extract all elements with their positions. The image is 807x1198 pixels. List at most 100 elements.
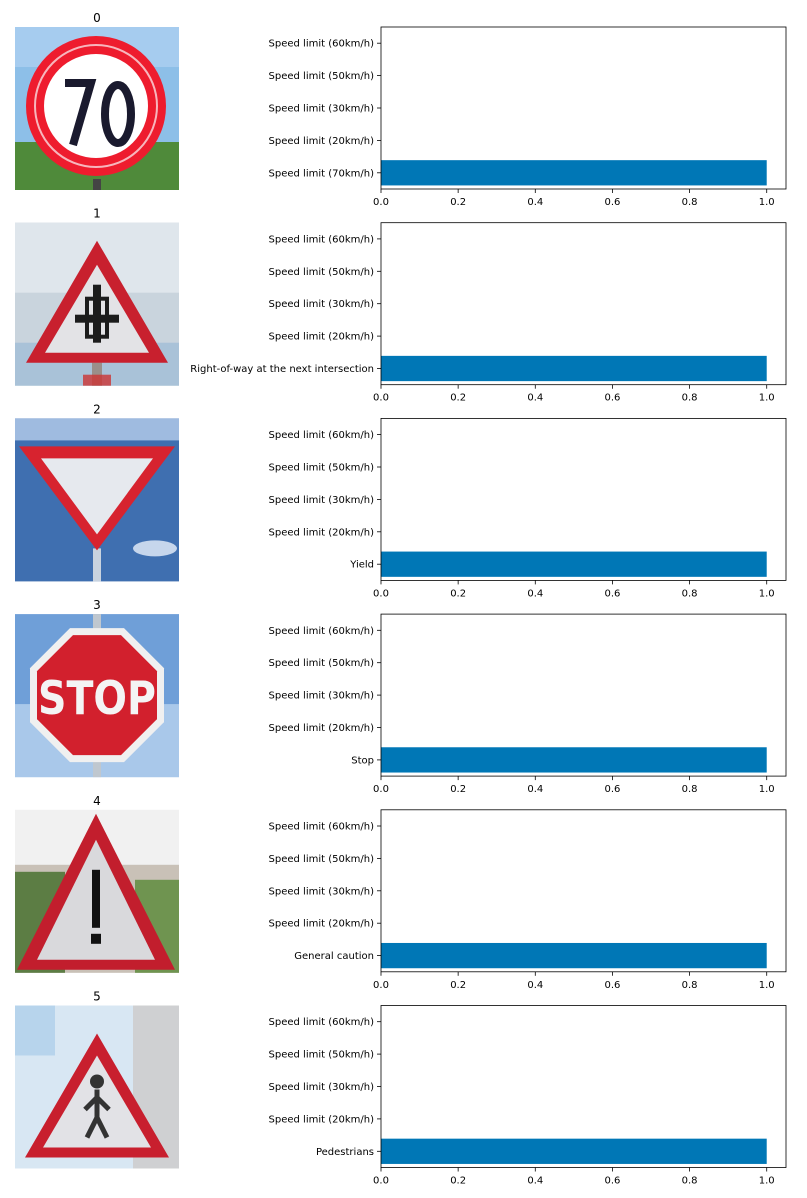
x-tick-label: 0.2 bbox=[450, 197, 466, 208]
x-tick-label: 0.8 bbox=[682, 197, 698, 208]
digit-seven-glyph bbox=[65, 79, 97, 147]
y-tick-label: Yield bbox=[349, 560, 374, 571]
prediction-row: 5 Pedestrians Speed limit (20km/h) Speed li… bbox=[15, 990, 787, 1187]
y-tick-label: Speed limit (70km/h) bbox=[269, 168, 375, 179]
y-tick-label: Speed limit (30km/h) bbox=[269, 691, 375, 702]
x-tick-label: 0.2 bbox=[450, 1176, 466, 1187]
y-tick-label: Speed limit (60km/h) bbox=[269, 430, 375, 441]
axes-frame bbox=[380, 417, 787, 581]
pedestrian-symbol bbox=[90, 1074, 104, 1089]
x-tick-label: 0.6 bbox=[604, 1176, 620, 1187]
speed-limit-70-sign-image bbox=[15, 27, 179, 190]
x-tick-label: 0.0 bbox=[373, 393, 389, 404]
y-tick-label: Speed limit (30km/h) bbox=[269, 886, 375, 897]
y-tick-label: Speed limit (30km/h) bbox=[269, 299, 375, 310]
y-tick-label: Speed limit (20km/h) bbox=[269, 527, 375, 538]
y-tick-label: Speed limit (60km/h) bbox=[269, 39, 375, 50]
x-tick-label: 0.4 bbox=[527, 1176, 543, 1187]
bar bbox=[381, 1138, 767, 1164]
prediction-row: 1 Right-of-way at the next intersection Sp… bbox=[15, 207, 787, 404]
prediction-row: 2 Yield Speed limit (20km/h) Speed limit (3… bbox=[15, 402, 787, 599]
x-tick-label: 0.6 bbox=[604, 980, 620, 991]
y-tick-label: Speed limit (20km/h) bbox=[269, 332, 375, 343]
prediction-row: 3 STOP Stop Speed limit (20km/h) Speed limit… bbox=[15, 598, 787, 795]
x-tick-label: 0.4 bbox=[527, 588, 543, 599]
y-tick-label: Speed limit (30km/h) bbox=[269, 104, 375, 115]
image-title: 3 bbox=[93, 598, 101, 612]
x-tick-label: 0.6 bbox=[604, 784, 620, 795]
x-tick-label: 0.2 bbox=[450, 784, 466, 795]
bar bbox=[381, 551, 767, 577]
probability-bar-chart: Stop Speed limit (20km/h) Speed limit (30k… bbox=[269, 613, 787, 795]
axes-frame bbox=[380, 809, 787, 973]
y-tick-label: Speed limit (60km/h) bbox=[269, 1017, 375, 1028]
y-tick-label: Right-of-way at the next intersection bbox=[190, 364, 374, 375]
right-of-way-intersection-sign-image bbox=[15, 222, 179, 386]
probability-bar-chart: Right-of-way at the next intersection Spe… bbox=[190, 222, 787, 404]
probability-bar-chart: Pedestrians Speed limit (20km/h) Speed lim… bbox=[269, 1005, 787, 1187]
x-tick-label: 0.2 bbox=[450, 588, 466, 599]
bar bbox=[381, 355, 767, 382]
y-tick-label: Speed limit (50km/h) bbox=[269, 1050, 375, 1061]
x-tick-label: 0.8 bbox=[682, 980, 698, 991]
prediction-row: 4 General caution Speed limit (20km/h) Spee… bbox=[15, 794, 787, 991]
bar bbox=[381, 747, 767, 773]
y-tick-label: Speed limit (20km/h) bbox=[269, 919, 375, 930]
intersection-symbol bbox=[93, 284, 101, 343]
probability-bar-chart: Yield Speed limit (20km/h) Speed limit (30… bbox=[269, 417, 787, 599]
image-title: 1 bbox=[93, 207, 101, 221]
x-tick-label: 1.0 bbox=[759, 784, 775, 795]
x-tick-label: 0.6 bbox=[604, 588, 620, 599]
x-tick-label: 0.4 bbox=[527, 197, 543, 208]
y-tick-label: Speed limit (30km/h) bbox=[269, 495, 375, 506]
y-tick-label: Speed limit (20km/h) bbox=[269, 1114, 375, 1125]
x-tick-label: 1.0 bbox=[759, 588, 775, 599]
x-tick-label: 0.0 bbox=[373, 1176, 389, 1187]
y-tick-label: Speed limit (30km/h) bbox=[269, 1082, 375, 1093]
stop-sign-text: STOP bbox=[38, 671, 156, 725]
pedestrians-sign-image bbox=[15, 1005, 179, 1169]
y-tick-label: Speed limit (20km/h) bbox=[269, 723, 375, 734]
x-tick-label: 1.0 bbox=[759, 980, 775, 991]
image-title: 2 bbox=[93, 402, 101, 416]
y-tick-label: Speed limit (60km/h) bbox=[269, 822, 375, 833]
y-tick-label: Stop bbox=[351, 755, 374, 766]
y-tick-label: Speed limit (50km/h) bbox=[269, 854, 375, 865]
axes-frame bbox=[380, 26, 787, 190]
x-tick-label: 0.0 bbox=[373, 784, 389, 795]
x-tick-label: 0.4 bbox=[527, 393, 543, 404]
x-tick-label: 0.8 bbox=[682, 393, 698, 404]
x-tick-label: 0.6 bbox=[604, 393, 620, 404]
x-tick-label: 0.2 bbox=[450, 393, 466, 404]
stop-sign-image: STOP bbox=[15, 614, 179, 778]
x-tick-label: 0.4 bbox=[527, 784, 543, 795]
prediction-row: 0 Speed limit (70km/h) Speed limit (20km/h… bbox=[15, 11, 787, 208]
bar bbox=[381, 942, 767, 969]
y-tick-label: General caution bbox=[294, 951, 374, 962]
image-title: 4 bbox=[93, 794, 101, 808]
y-tick-label: Speed limit (50km/h) bbox=[269, 267, 375, 278]
x-tick-label: 1.0 bbox=[759, 393, 775, 404]
general-caution-sign-image bbox=[15, 809, 179, 973]
x-tick-label: 0.8 bbox=[682, 1176, 698, 1187]
x-tick-label: 0.8 bbox=[682, 784, 698, 795]
x-tick-label: 0.2 bbox=[450, 980, 466, 991]
probability-bar-chart: Speed limit (70km/h) Speed limit (20km/h)… bbox=[269, 26, 787, 208]
axes-frame bbox=[380, 613, 787, 777]
image-title: 5 bbox=[93, 990, 101, 1004]
x-tick-label: 0.0 bbox=[373, 588, 389, 599]
x-tick-label: 1.0 bbox=[759, 197, 775, 208]
yield-sign-image bbox=[15, 418, 179, 582]
y-tick-label: Speed limit (50km/h) bbox=[269, 71, 375, 82]
bar bbox=[381, 160, 767, 186]
x-tick-label: 0.0 bbox=[373, 197, 389, 208]
y-tick-label: Speed limit (50km/h) bbox=[269, 658, 375, 669]
y-tick-label: Speed limit (60km/h) bbox=[269, 234, 375, 245]
x-tick-label: 0.4 bbox=[527, 980, 543, 991]
axes-frame bbox=[380, 1005, 787, 1168]
x-tick-label: 0.8 bbox=[682, 588, 698, 599]
y-tick-label: Speed limit (50km/h) bbox=[269, 463, 375, 474]
x-tick-label: 0.6 bbox=[604, 197, 620, 208]
digit-zero-glyph bbox=[101, 81, 135, 147]
